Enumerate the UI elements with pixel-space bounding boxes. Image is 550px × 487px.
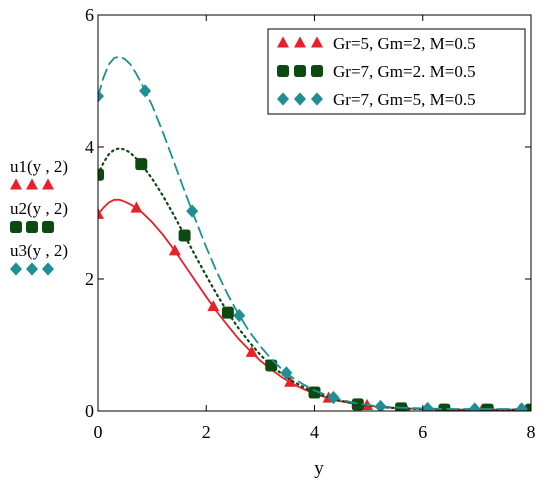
x-tick-label: 4 (310, 422, 319, 442)
x-axis-label: y (314, 458, 324, 479)
data-point (515, 402, 528, 411)
legend-box (267, 28, 526, 115)
data-point (98, 89, 104, 103)
legend-marker (294, 65, 306, 77)
series-line (98, 55, 531, 410)
legend-marker (277, 65, 289, 77)
x-tick-label: 0 (94, 422, 103, 442)
y-axis-label-text: u3(y , 2) (10, 241, 68, 260)
data-point (245, 345, 258, 357)
y-axis-label-marker (10, 262, 54, 276)
y-tick-label: 2 (85, 269, 94, 289)
legend-item: Gr=7, Gm=5, M=0.5 (277, 90, 476, 109)
data-point (178, 229, 191, 242)
y-label-marker (42, 221, 54, 233)
data-point (284, 375, 297, 387)
data-point (308, 386, 321, 399)
legend-marker (294, 36, 306, 48)
series-layer (98, 55, 531, 411)
legend-item: Gr=7, Gm=2. M=0.5 (277, 62, 476, 81)
y-label-marker (10, 262, 22, 276)
y-label-marker (26, 262, 38, 276)
y-label-marker (10, 221, 22, 233)
series-1 (98, 198, 531, 411)
series-2 (98, 147, 531, 411)
data-point (221, 306, 234, 319)
legend-label: Gr=7, Gm=2. M=0.5 (333, 62, 476, 81)
y-tick-label: 6 (85, 5, 94, 25)
series-line (98, 198, 531, 411)
y-tick-label: 4 (85, 137, 94, 157)
data-point (207, 300, 220, 312)
y-axis-label-text: u1(y , 2) (10, 157, 68, 176)
legend-marker (294, 92, 306, 106)
legend-marker (311, 36, 323, 48)
data-point (98, 207, 104, 219)
y-label-marker (42, 178, 54, 190)
y-label-marker (26, 178, 38, 190)
data-point (186, 204, 199, 218)
series-3 (98, 55, 531, 411)
series-line (98, 147, 531, 411)
data-point (135, 158, 148, 171)
legend-marker (311, 92, 323, 106)
y-axis-label-text: u2(y , 2) (10, 199, 68, 218)
legend-label: Gr=7, Gm=5, M=0.5 (333, 90, 476, 109)
y-label-marker (10, 178, 22, 190)
data-point (351, 398, 364, 411)
y-label-marker (42, 262, 54, 276)
data-point (280, 366, 293, 380)
x-tick-label: 6 (418, 422, 427, 442)
y-axis-label-marker (10, 221, 54, 233)
data-point (139, 84, 152, 98)
y-tick-label: 0 (85, 401, 94, 421)
data-point (168, 244, 181, 256)
y-label-marker (26, 221, 38, 233)
x-tick-label: 8 (527, 422, 536, 442)
data-point (265, 359, 278, 372)
data-point (374, 399, 387, 411)
legend-marker (311, 65, 323, 77)
data-point (395, 402, 408, 411)
data-point (130, 201, 143, 213)
legend-item: Gr=5, Gm=2, M=0.5 (277, 34, 476, 53)
data-point (327, 390, 340, 405)
legend-label: Gr=5, Gm=2, M=0.5 (333, 34, 476, 53)
data-point (468, 402, 481, 411)
legend-marker (277, 36, 289, 48)
legend: Gr=5, Gm=2, M=0.5 Gr=7, Gm=2. M=0.5 Gr=7, … (267, 28, 526, 115)
data-point (98, 168, 104, 181)
y-axis-label: u1(y , 2) u2(y , 2) u3(y , 2) (10, 157, 68, 276)
legend-marker (277, 92, 289, 106)
axes-layer: 0 2 4 6 8 0 2 4 6 (85, 5, 536, 442)
x-tick-label: 2 (202, 422, 211, 442)
data-point (421, 401, 434, 411)
y-axis-label-marker (10, 178, 54, 190)
data-point (233, 308, 246, 323)
